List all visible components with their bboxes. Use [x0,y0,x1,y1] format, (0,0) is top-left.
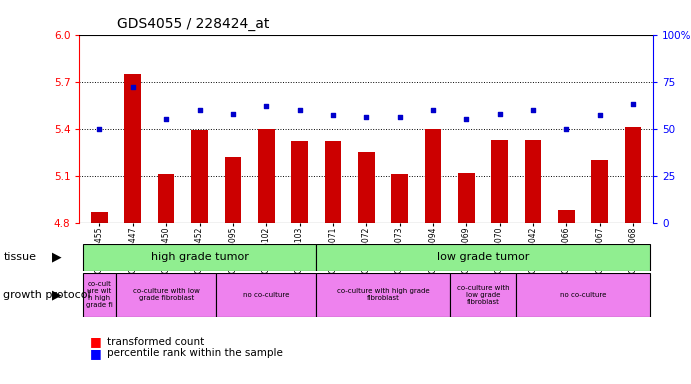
Bar [91,212,108,223]
Bar [558,210,575,223]
Point [194,107,205,113]
Bar [391,174,408,223]
Bar [524,140,541,223]
Point [461,116,472,122]
Bar [424,129,442,223]
FancyBboxPatch shape [116,273,216,317]
FancyBboxPatch shape [216,273,316,317]
FancyBboxPatch shape [83,273,116,317]
Bar [458,172,475,223]
FancyBboxPatch shape [316,244,650,271]
FancyBboxPatch shape [516,273,650,317]
Point [394,114,405,121]
Text: growth protocol: growth protocol [3,290,91,300]
Text: ■: ■ [90,335,102,348]
Point [160,116,171,122]
Point [494,111,505,117]
Text: ▶: ▶ [52,288,61,301]
Text: no co-culture: no co-culture [243,292,290,298]
Bar [591,160,608,223]
Text: co-culture with high grade
fibroblast: co-culture with high grade fibroblast [337,288,429,301]
Bar [225,157,241,223]
Text: co-culture with
low grade
fibroblast: co-culture with low grade fibroblast [457,285,509,305]
Point [428,107,439,113]
Point [627,101,638,107]
Point [127,84,138,90]
Text: tissue: tissue [3,252,37,262]
Point [227,111,238,117]
FancyBboxPatch shape [83,244,316,271]
FancyBboxPatch shape [316,273,450,317]
Bar [358,152,375,223]
Bar [191,130,208,223]
Point [361,114,372,121]
Text: ■: ■ [90,347,102,360]
Point [261,103,272,109]
FancyBboxPatch shape [450,273,516,317]
Text: co-culture with low
grade fibroblast: co-culture with low grade fibroblast [133,288,200,301]
Text: no co-culture: no co-culture [560,292,606,298]
Point [328,113,339,119]
Text: high grade tumor: high grade tumor [151,252,249,262]
Point [94,126,105,132]
Bar [124,74,141,223]
Bar [291,141,308,223]
Bar [325,141,341,223]
Text: co-cult
ure wit
h high
grade fi: co-cult ure wit h high grade fi [86,281,113,308]
Text: low grade tumor: low grade tumor [437,252,529,262]
Point [594,113,605,119]
Bar [258,129,274,223]
Point [561,126,572,132]
Point [527,107,538,113]
Bar [625,127,641,223]
Bar [158,174,175,223]
Text: ▶: ▶ [52,251,61,264]
Point [294,107,305,113]
Text: percentile rank within the sample: percentile rank within the sample [107,348,283,358]
Text: transformed count: transformed count [107,337,205,347]
Text: GDS4055 / 228424_at: GDS4055 / 228424_at [117,17,270,31]
Bar [491,140,508,223]
